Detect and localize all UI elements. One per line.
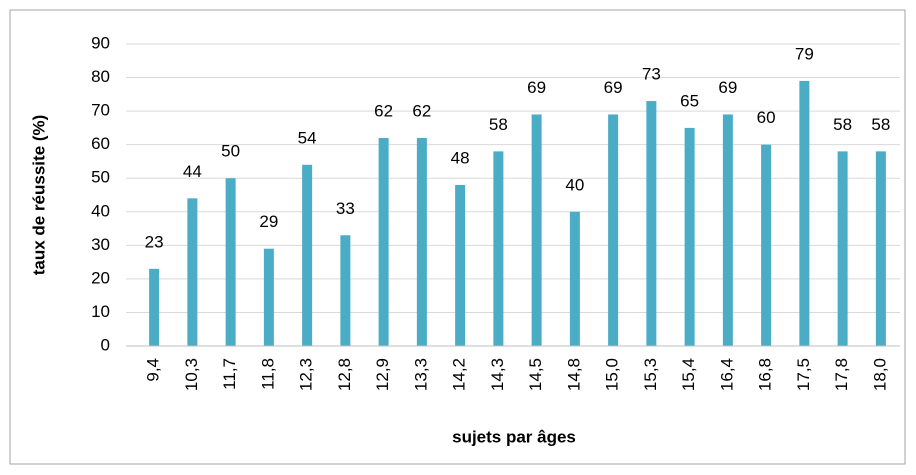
y-tick-label: 10: [91, 302, 110, 321]
bar: [837, 151, 848, 346]
data-label: 69: [718, 78, 737, 97]
data-label: 79: [795, 44, 814, 63]
data-label: 62: [374, 101, 393, 120]
bar: [761, 144, 772, 346]
x-tick-label: 17,5: [794, 358, 813, 391]
data-label: 40: [565, 175, 584, 194]
data-label: 50: [221, 142, 240, 161]
bar: [263, 248, 274, 346]
x-tick-label: 16,8: [756, 358, 775, 391]
y-tick-label: 80: [91, 67, 110, 86]
x-tick-label: 15,3: [641, 358, 660, 391]
x-tick-label: 12,3: [297, 358, 316, 391]
data-label: 23: [145, 232, 164, 251]
bar: [493, 151, 504, 346]
bar: [416, 137, 427, 346]
x-tick-label: 12,9: [373, 358, 392, 391]
y-tick-label: 40: [91, 201, 110, 220]
x-tick-label: 14,5: [526, 358, 545, 391]
x-tick-label: 18,0: [870, 358, 889, 391]
x-tick-label: 14,8: [564, 358, 583, 391]
x-tick-label: 12,8: [335, 358, 354, 391]
x-tick-label: 15,4: [679, 358, 698, 391]
x-axis-title: sujets par âges: [452, 427, 576, 446]
x-tick-label: 14,2: [450, 358, 469, 391]
bar: [569, 211, 580, 346]
bar: [608, 114, 619, 346]
x-tick-label: 13,3: [411, 358, 430, 391]
y-tick-label: 20: [91, 268, 110, 287]
bar: [149, 268, 160, 346]
bar: [646, 101, 657, 347]
data-label: 33: [336, 199, 355, 218]
x-tick-label: 16,4: [717, 358, 736, 391]
y-axis-title: taux de réussite (%): [29, 115, 48, 276]
x-tick-label: 17,8: [832, 358, 851, 391]
data-label: 58: [833, 115, 852, 134]
data-label: 69: [527, 78, 546, 97]
bar: [455, 184, 466, 346]
x-tick-label: 11,7: [220, 358, 239, 390]
bar: [531, 114, 542, 346]
bar: [684, 127, 695, 346]
y-tick-label: 90: [91, 33, 110, 52]
data-label: 69: [604, 78, 623, 97]
x-tick-label: 15,0: [603, 358, 622, 391]
data-label: 29: [259, 212, 278, 231]
data-label: 73: [642, 65, 661, 84]
bar: [302, 164, 313, 346]
bar: [378, 137, 389, 346]
y-tick-label: 70: [91, 101, 110, 120]
bar: [875, 151, 886, 346]
x-tick-label: 10,3: [182, 358, 201, 391]
y-tick-label: 60: [91, 134, 110, 153]
x-tick-label: 9,4: [144, 358, 163, 382]
bar: [799, 80, 810, 347]
data-label: 48: [451, 148, 470, 167]
y-tick-label: 0: [101, 335, 110, 354]
bar: [340, 235, 351, 346]
data-label: 44: [183, 162, 202, 181]
x-tick-label: 14,3: [488, 358, 507, 391]
data-label: 58: [871, 115, 890, 134]
y-tick-label: 30: [91, 235, 110, 254]
x-tick-label: 11,8: [258, 358, 277, 390]
data-label: 65: [680, 91, 699, 110]
bar: [722, 114, 733, 346]
bar: [225, 178, 236, 346]
bar: [187, 198, 198, 346]
data-label: 54: [298, 128, 317, 147]
data-label: 60: [757, 108, 776, 127]
y-tick-label: 50: [91, 168, 110, 187]
data-label: 58: [489, 115, 508, 134]
data-label: 62: [412, 101, 431, 120]
